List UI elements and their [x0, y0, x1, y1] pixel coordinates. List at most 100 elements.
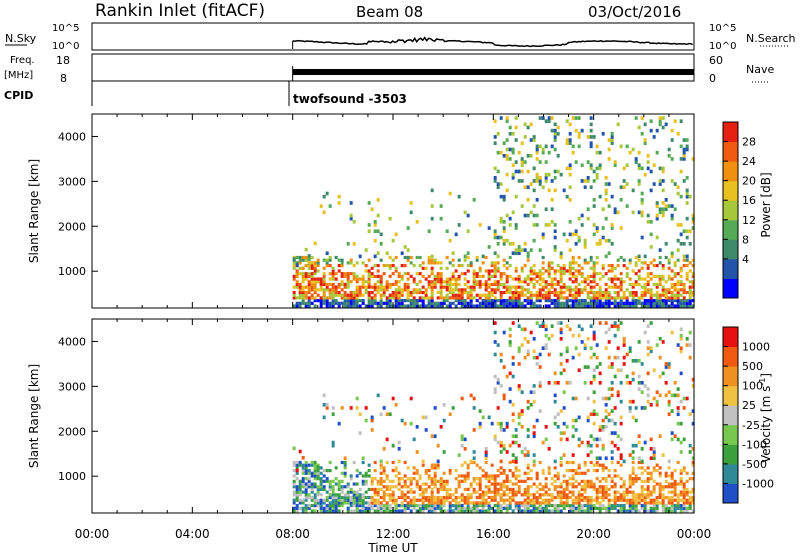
range-cell [427, 506, 431, 510]
range-cell [487, 506, 491, 510]
range-cell [547, 272, 551, 276]
range-cell [595, 150, 599, 155]
range-cell [310, 272, 314, 276]
range-cell [337, 498, 341, 502]
range-cell [448, 495, 452, 500]
range-cell [298, 485, 302, 489]
range-cell [601, 468, 605, 473]
range-cell [376, 501, 380, 505]
range-cell [316, 463, 320, 467]
range-cell [421, 301, 425, 305]
range-cell [658, 210, 662, 215]
range-cell [511, 412, 515, 417]
range-cell [454, 232, 458, 237]
range-cell [331, 501, 335, 505]
range-cell [424, 277, 428, 281]
range-cell [553, 169, 557, 174]
range-cell [301, 455, 305, 460]
range-cell [349, 261, 353, 265]
range-cell [310, 261, 314, 265]
range-cell [355, 280, 359, 284]
range-cell [433, 506, 437, 510]
range-cell [424, 490, 428, 494]
range-cell [409, 509, 413, 513]
range-cell [583, 490, 587, 494]
range-cell [412, 437, 416, 442]
range-cell [301, 274, 305, 278]
range-cell [619, 509, 623, 513]
range-cell [391, 263, 395, 268]
range-cell [475, 482, 479, 486]
range-cell [493, 235, 497, 240]
range-cell [310, 301, 314, 305]
velocity-colorbar-label-text: Velocity [m s [759, 386, 773, 463]
range-cell [601, 506, 605, 510]
range-cell [319, 509, 323, 513]
range-cell [655, 301, 659, 305]
range-cell [526, 290, 530, 295]
range-cell [532, 272, 536, 276]
range-cell [577, 282, 581, 287]
range-cell [481, 415, 485, 420]
range-cell [655, 216, 659, 221]
range-cell [382, 495, 386, 500]
range-cell [325, 498, 329, 502]
range-cell [484, 498, 488, 502]
velocity-colorbar-superscript: -1 [758, 378, 767, 386]
range-cell [436, 506, 440, 510]
range-cell [346, 272, 350, 276]
range-cell [343, 495, 347, 500]
range-cell [673, 493, 677, 497]
range-cell [511, 362, 515, 366]
range-cell [481, 509, 485, 513]
range-cell [463, 272, 467, 276]
range-cell [691, 463, 695, 467]
range-cell [364, 406, 368, 410]
range-cell [448, 288, 452, 292]
range-cell [367, 223, 371, 227]
range-cell [409, 482, 413, 486]
range-cell [403, 299, 407, 303]
range-cell [463, 501, 467, 505]
range-cell [538, 293, 542, 297]
range-cell [343, 466, 347, 470]
range-cell [301, 288, 305, 292]
range-cell [505, 299, 509, 303]
range-cell [499, 116, 503, 120]
range-cell [526, 296, 530, 300]
range-cell [478, 293, 482, 297]
range-cell [622, 498, 626, 502]
range-cell [445, 493, 449, 497]
range-cell [550, 144, 554, 149]
range-cell [637, 182, 641, 186]
range-cell [523, 288, 527, 292]
range-cell [544, 223, 548, 227]
range-cell [295, 493, 299, 497]
range-cell [568, 248, 572, 252]
range-cell [454, 285, 458, 289]
range-cell [574, 301, 578, 305]
range-cell [448, 301, 452, 305]
range-cell [673, 485, 677, 489]
range-cell [457, 293, 461, 297]
range-cell [466, 466, 470, 470]
range-cell [406, 477, 410, 481]
range-cell [688, 269, 692, 273]
y-tick-label: 2000 [58, 220, 86, 233]
range-cell [556, 296, 560, 300]
range-cell [424, 498, 428, 502]
range-cell [457, 296, 461, 300]
range-cell [475, 506, 479, 510]
range-cell [382, 272, 386, 276]
range-cell [649, 261, 653, 265]
range-cell [511, 453, 515, 457]
range-cell [670, 299, 674, 303]
range-cell [406, 255, 410, 260]
range-cell [577, 288, 581, 292]
range-cell [346, 296, 350, 300]
range-cell [583, 261, 587, 265]
range-cell [565, 495, 569, 500]
range-cell [334, 509, 338, 513]
y-tick-label: 3000 [58, 175, 86, 188]
range-cell [577, 352, 581, 357]
